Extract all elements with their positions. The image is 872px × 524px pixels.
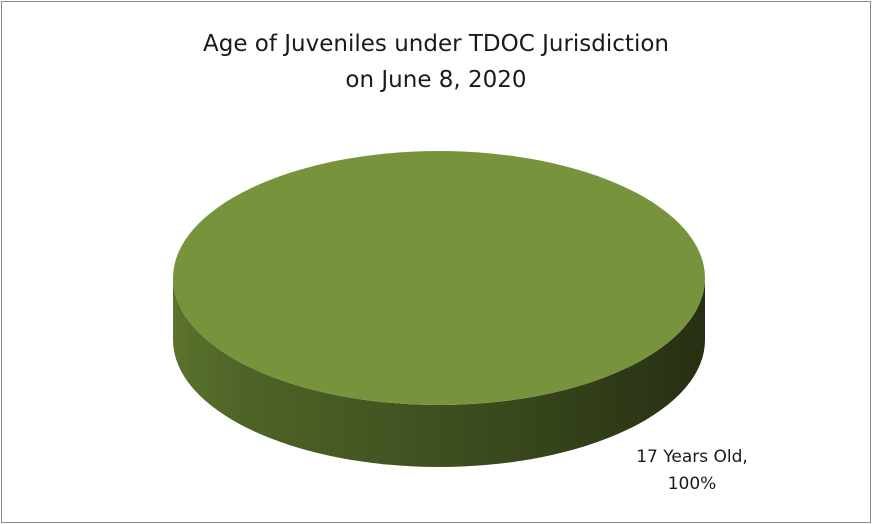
- slice-data-label: 17 Years Old, 100%: [602, 444, 782, 498]
- slice-data-label-line-1: 17 Years Old,: [602, 444, 782, 471]
- pie-slice-0: [173, 151, 705, 405]
- slice-data-label-line-2: 100%: [602, 471, 782, 498]
